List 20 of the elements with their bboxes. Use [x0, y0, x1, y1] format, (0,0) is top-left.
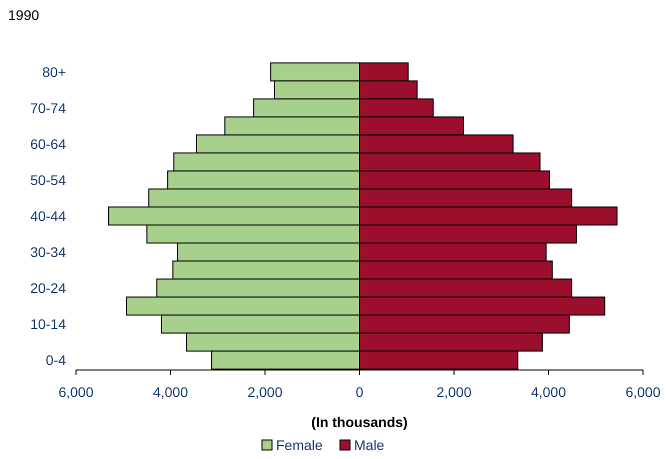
x-tick-label: 6,000	[625, 384, 661, 400]
x-tick-label: 2,000	[247, 384, 283, 400]
legend-label: Female	[276, 437, 323, 453]
y-tick-label: 10-14	[30, 316, 66, 332]
y-tick-label: 30-34	[30, 244, 66, 260]
y-tick-label: 50-54	[30, 172, 66, 188]
x-axis-title: (In thousands)	[311, 414, 408, 430]
y-tick-label: 0-4	[46, 352, 66, 368]
x-tick-label: 6,000	[58, 384, 94, 400]
x-tick-label: 4,000	[152, 384, 188, 400]
x-tick-label: 4,000	[530, 384, 566, 400]
y-tick-label: 40-44	[30, 208, 66, 224]
y-tick-label: 60-64	[30, 136, 66, 152]
x-tick-label: 0	[356, 384, 364, 400]
chart-title: 1990	[8, 7, 40, 23]
x-tick-label: 2,000	[436, 384, 472, 400]
legend-label: Male	[354, 437, 385, 453]
y-tick-label: 80+	[42, 64, 66, 80]
y-tick-label: 70-74	[30, 100, 66, 116]
y-tick-label: 20-24	[30, 280, 66, 296]
